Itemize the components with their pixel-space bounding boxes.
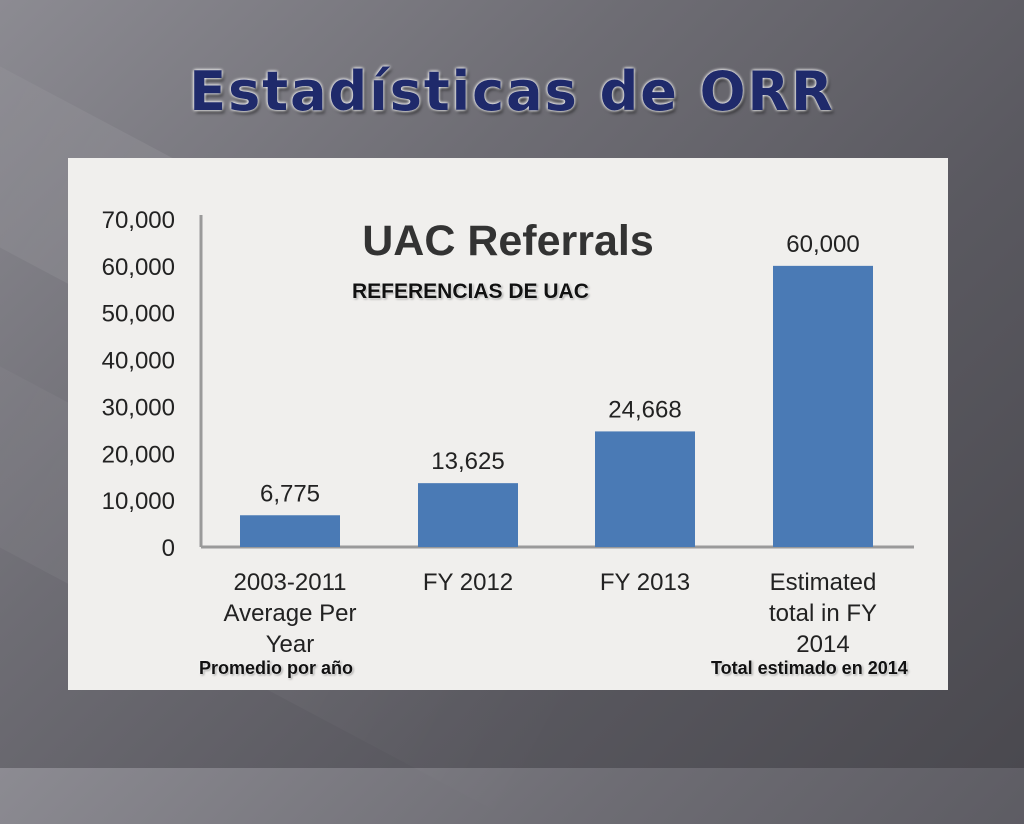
chart-panel: 0 10,000 20,000 30,000 40,000 50,000 60,000 70,… — [68, 158, 948, 690]
y-tick-label: 50,000 — [102, 301, 175, 328]
y-tick-label: 10,000 — [102, 488, 175, 515]
chart-title: UAC Referrals — [362, 217, 654, 265]
promedio-label: Promedio por año — [199, 658, 354, 678]
x-tick-label: Estimated — [770, 569, 877, 596]
x-tick-label: Average Per — [224, 600, 357, 627]
y-tick-label: 20,000 — [102, 441, 175, 468]
bar — [418, 483, 518, 547]
y-tick-label: 60,000 — [102, 254, 175, 281]
x-tick-label: 2014 — [796, 631, 849, 658]
total-estimado-label: Total estimado en 2014 — [711, 658, 908, 678]
bar — [773, 265, 873, 547]
slide-title: Estadísticas de ORR — [189, 60, 835, 123]
x-tick-label: FY 2012 — [423, 569, 513, 596]
x-tick-label: 2003-2011 — [234, 569, 347, 596]
data-label: 60,000 — [786, 231, 859, 258]
data-label: 13,625 — [431, 448, 504, 475]
bar — [240, 515, 340, 547]
x-tick-label: total in FY — [769, 600, 877, 627]
y-tick-label: 30,000 — [102, 394, 175, 421]
bar-chart: 0 10,000 20,000 30,000 40,000 50,000 60,000 70,… — [102, 207, 914, 658]
y-tick-label: 0 — [162, 535, 175, 562]
x-tick-label: Year — [266, 631, 315, 658]
y-tick-label: 70,000 — [102, 207, 175, 234]
bar — [595, 431, 695, 547]
data-label: 6,775 — [260, 480, 320, 507]
subtitle-es-label: REFERENCIAS DE UAC — [352, 280, 589, 303]
y-tick-label: 40,000 — [102, 348, 175, 375]
data-label: 24,668 — [608, 396, 681, 423]
x-tick-label: FY 2013 — [600, 569, 690, 596]
